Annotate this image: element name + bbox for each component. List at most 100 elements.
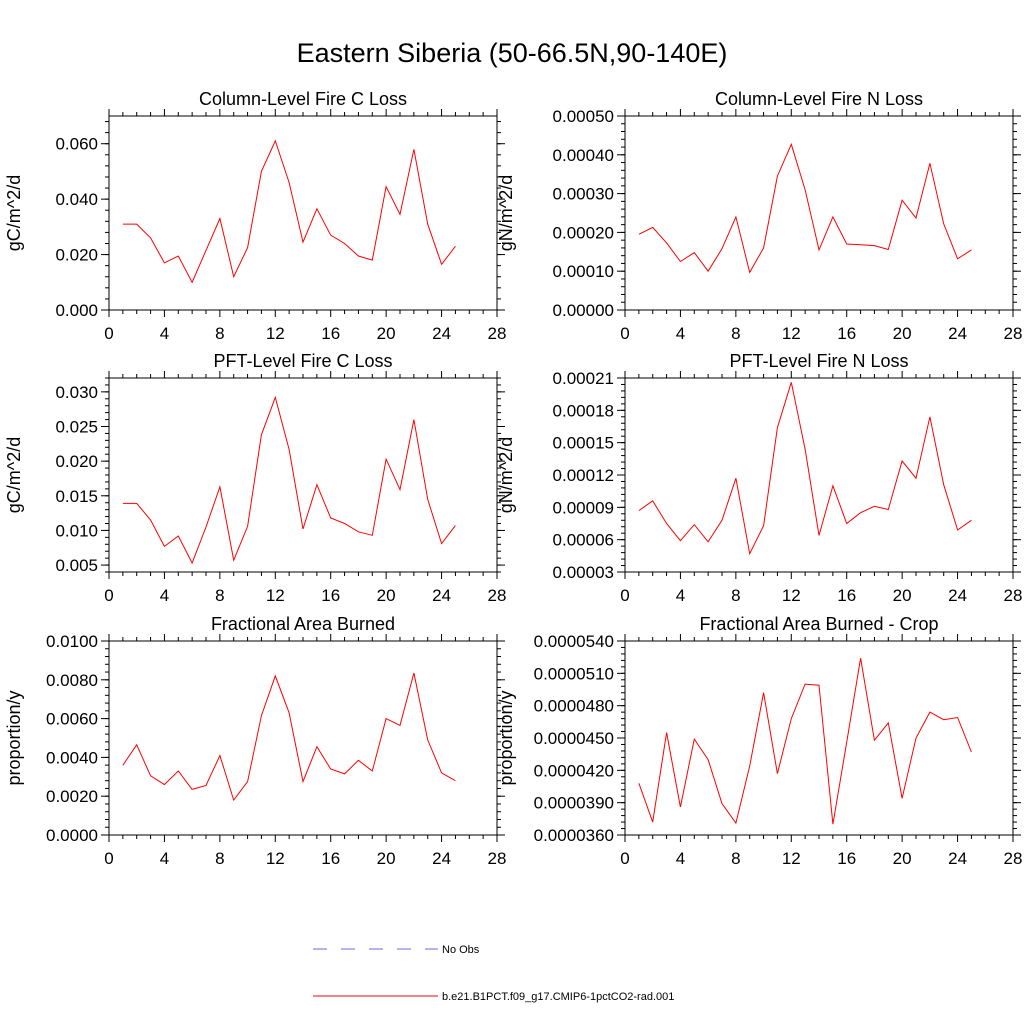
x-tick-label: 16 [837, 586, 856, 605]
series-line [122, 672, 456, 802]
plot-frame [624, 640, 1014, 836]
x-tick-label: 16 [321, 324, 340, 343]
chart-panel-6: 0 4 8 12 16 20 24 28 0.0000360 0.0000390 0.0000420… [496, 614, 1022, 868]
x-tick-label: 24 [948, 324, 967, 343]
y-tick-label: 0.060 [55, 135, 98, 154]
x-tick-label: 24 [948, 849, 967, 868]
panel-title: PFT-Level Fire C Loss [213, 351, 392, 371]
chart-panel-5: 0 4 8 12 16 20 24 28 0.0000 0.0020 0.0040 0.0060 0.0… [4, 614, 506, 868]
y-tick-label: 0.00018 [553, 401, 614, 420]
panel-title: Fractional Area Burned - Crop [699, 614, 938, 634]
figure-title: Eastern Siberia (50-66.5N,90-140E) [296, 38, 728, 68]
y-tick-label: 0.010 [55, 521, 98, 540]
y-tick-label: 0.00003 [553, 563, 614, 582]
y-axis-label: proportion/y [496, 690, 516, 785]
x-tick-label: 28 [1004, 849, 1023, 868]
x-tick-label: 0 [104, 324, 113, 343]
x-tick-label: 0 [620, 586, 629, 605]
y-tick-label: 0.00040 [553, 146, 614, 165]
x-tick-label: 20 [377, 849, 396, 868]
x-tick-label: 20 [893, 849, 912, 868]
x-tick-label: 4 [676, 324, 685, 343]
x-tick-label: 28 [488, 324, 507, 343]
x-tick-label: 8 [215, 849, 224, 868]
x-tick-label: 28 [488, 586, 507, 605]
y-tick-label: 0.0000360 [534, 826, 614, 845]
plot-frame [108, 377, 498, 573]
y-axis-label: gN/m^2/d [496, 175, 516, 251]
x-tick-label: 24 [432, 324, 451, 343]
y-tick-label: 0.00012 [553, 466, 614, 485]
y-tick-label: 0.0100 [46, 632, 98, 651]
x-tick-label: 0 [104, 849, 113, 868]
x-tick-label: 12 [266, 586, 285, 605]
chart-panel-1: 0 4 8 12 16 20 24 28 0.000 0.020 0.040 0.060 Column-… [4, 89, 506, 343]
x-tick-label: 24 [948, 586, 967, 605]
chart-panel-4: 0 4 8 12 16 20 24 28 0.00003 0.00006 0.00009 0.0001… [496, 351, 1022, 605]
x-tick-label: 28 [1004, 324, 1023, 343]
panel-title: PFT-Level Fire N Loss [729, 351, 908, 371]
chart-panel-2: 0 4 8 12 16 20 24 28 0.00000 0.00010 0.00020 0.0003… [496, 89, 1022, 343]
plot-frame [108, 115, 498, 311]
plot-frame [624, 377, 1014, 573]
x-tick-label: 0 [620, 324, 629, 343]
y-tick-label: 0.030 [55, 383, 98, 402]
y-tick-label: 0.00010 [553, 262, 614, 281]
panel-title: Fractional Area Burned [211, 614, 395, 634]
y-tick-label: 0.0000540 [534, 632, 614, 651]
y-tick-label: 0.0000420 [534, 761, 614, 780]
panels-group: 0 4 8 12 16 20 24 28 0.000 0.020 0.040 0.060 Column-… [4, 89, 1022, 868]
x-tick-label: 12 [266, 324, 285, 343]
x-tick-label: 24 [432, 849, 451, 868]
y-tick-label: 0.0000510 [534, 664, 614, 683]
y-tick-label: 0.020 [55, 246, 98, 265]
y-axis-label: proportion/y [4, 690, 24, 785]
y-axis-label: gC/m^2/d [4, 175, 24, 251]
y-tick-label: 0.000 [55, 301, 98, 320]
series-line [122, 139, 456, 284]
y-tick-label: 0.00050 [553, 107, 614, 126]
y-tick-label: 0.0040 [46, 748, 98, 767]
legend-obs-label: No Obs [442, 944, 480, 956]
x-tick-label: 8 [731, 324, 740, 343]
y-tick-label: 0.015 [55, 487, 98, 506]
x-tick-label: 4 [676, 586, 685, 605]
x-tick-label: 4 [676, 849, 685, 868]
legend: No Obs b.e21.B1PCT.f09_g17.CMIP6-1pctCO2… [313, 944, 674, 1003]
y-tick-label: 0.00020 [553, 223, 614, 242]
y-tick-label: 0.025 [55, 418, 98, 437]
x-tick-label: 8 [215, 586, 224, 605]
x-tick-label: 20 [377, 324, 396, 343]
x-tick-label: 12 [266, 849, 285, 868]
y-tick-label: 0.020 [55, 452, 98, 471]
x-tick-label: 16 [837, 849, 856, 868]
y-tick-label: 0.0060 [46, 710, 98, 729]
x-tick-label: 28 [488, 849, 507, 868]
plot-frame [624, 115, 1014, 311]
y-tick-label: 0.00030 [553, 185, 614, 204]
legend-model-label: b.e21.B1PCT.f09_g17.CMIP6-1pctCO2-rad.00… [442, 991, 674, 1003]
panel-title: Column-Level Fire C Loss [199, 89, 407, 109]
plot-frame [108, 640, 498, 836]
y-tick-label: 0.0000450 [534, 729, 614, 748]
y-tick-label: 0.0000 [46, 826, 98, 845]
y-tick-label: 0.040 [55, 190, 98, 209]
x-tick-label: 8 [731, 586, 740, 605]
chart-panel-3: 0 4 8 12 16 20 24 28 0.005 0.010 0.015 0.020 0.025 0.… [4, 351, 506, 605]
x-tick-label: 20 [893, 586, 912, 605]
y-axis-label: gC/m^2/d [4, 437, 24, 513]
x-tick-label: 12 [782, 849, 801, 868]
x-tick-label: 24 [432, 586, 451, 605]
x-tick-label: 8 [215, 324, 224, 343]
y-tick-label: 0.00006 [553, 531, 614, 550]
y-axis-label: gN/m^2/d [496, 437, 516, 513]
y-tick-label: 0.00000 [553, 301, 614, 320]
y-tick-label: 0.00009 [553, 498, 614, 517]
x-tick-label: 4 [160, 586, 169, 605]
y-tick-label: 0.00021 [553, 369, 614, 388]
series-line [638, 142, 972, 274]
panel-title: Column-Level Fire N Loss [715, 89, 923, 109]
x-tick-label: 0 [620, 849, 629, 868]
y-tick-label: 0.00015 [553, 434, 614, 453]
series-line [638, 382, 972, 556]
